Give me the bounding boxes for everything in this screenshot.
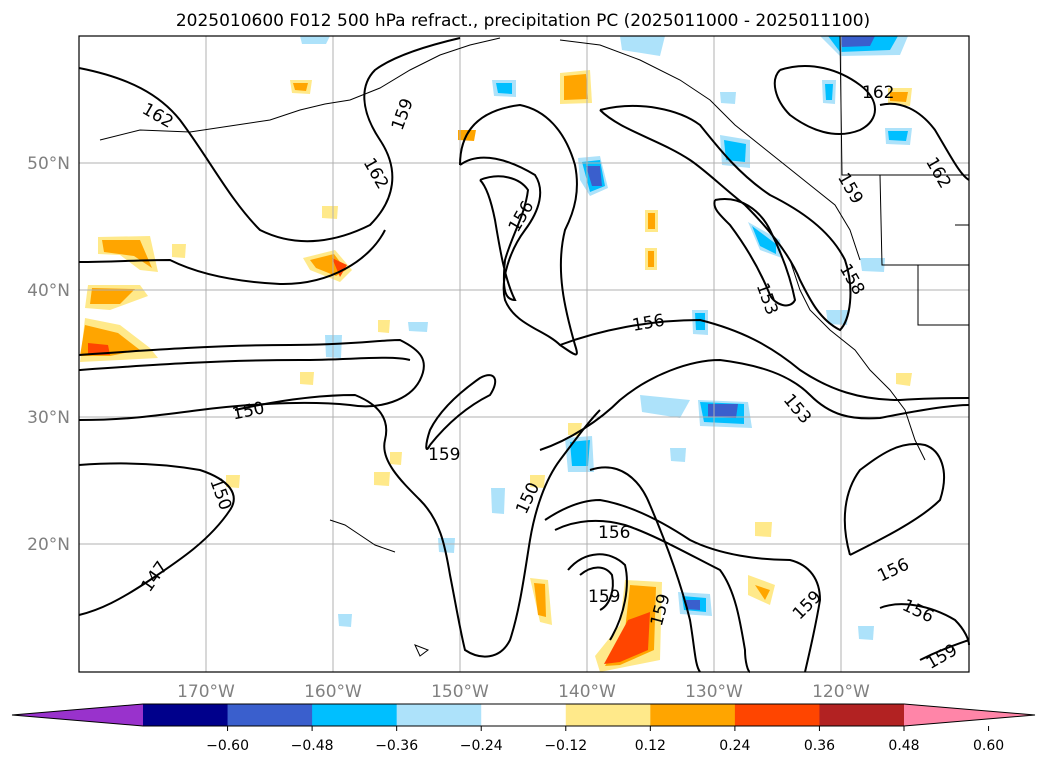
- colorbar-tick-label: −0.60: [206, 738, 249, 754]
- colorbar-segment: [143, 704, 229, 726]
- latitude-labels: 50°N 40°N 30°N 20°N: [27, 154, 70, 555]
- lat-label-30n: 30°N: [27, 408, 70, 428]
- refractivity-contours: [78, 37, 970, 673]
- colorbar-segment: [312, 704, 398, 726]
- contour-label: 156: [598, 523, 630, 543]
- lat-lon-grid: [79, 36, 969, 672]
- longitude-labels: 170°W 160°W 150°W 140°W 130°W 120°W: [177, 682, 870, 702]
- lon-label-130w: 130°W: [685, 682, 743, 702]
- colorbar-tick-label: 0.12: [635, 738, 666, 754]
- colorbar-outline: [11, 703, 1036, 727]
- colorbar-tick-label: 0.36: [804, 738, 835, 754]
- colorbar-segment: [396, 704, 482, 726]
- contour-label: 159: [428, 445, 460, 465]
- lon-label-140w: 140°W: [558, 682, 616, 702]
- colorbar-segment: [904, 704, 1035, 726]
- colorbar-tick-label: 0.60: [973, 738, 1004, 754]
- lon-label-120w: 120°W: [812, 682, 870, 702]
- map-area: [79, 36, 969, 672]
- colorbar-segment: [734, 704, 820, 726]
- colorbar-tick-label: −0.12: [544, 738, 587, 754]
- contour-label: 162: [862, 83, 894, 103]
- lat-label-20n: 20°N: [27, 535, 70, 555]
- colorbar-tick-label: −0.24: [460, 738, 503, 754]
- lon-label-150w: 150°W: [431, 682, 489, 702]
- colorbar-segment: [481, 704, 567, 726]
- colorbar-tick-label: −0.48: [291, 738, 334, 754]
- map-title: 2025010600 F012 500 hPa refract., precip…: [176, 11, 870, 31]
- colorbar-segment: [650, 704, 736, 726]
- colorbar-tick-label: −0.36: [375, 738, 418, 754]
- lat-label-50n: 50°N: [27, 154, 70, 174]
- colorbar-tick-label: 0.48: [888, 738, 919, 754]
- coastlines: [99, 35, 969, 657]
- colorbar-segment: [12, 704, 143, 726]
- map-frame: [78, 35, 970, 673]
- colorbar: −0.60 −0.48 −0.36 −0.24 −0.12 0.12 0.24 0.36 0.4…: [11, 703, 1036, 754]
- lat-label-40n: 40°N: [27, 281, 70, 301]
- colorbar-segment: [565, 704, 651, 726]
- colorbar-segment: [227, 704, 313, 726]
- lon-label-160w: 160°W: [304, 682, 362, 702]
- lon-label-170w: 170°W: [177, 682, 235, 702]
- colorbar-tick-label: 0.24: [719, 738, 750, 754]
- contour-label: 159: [588, 587, 620, 607]
- colorbar-segment: [819, 704, 905, 726]
